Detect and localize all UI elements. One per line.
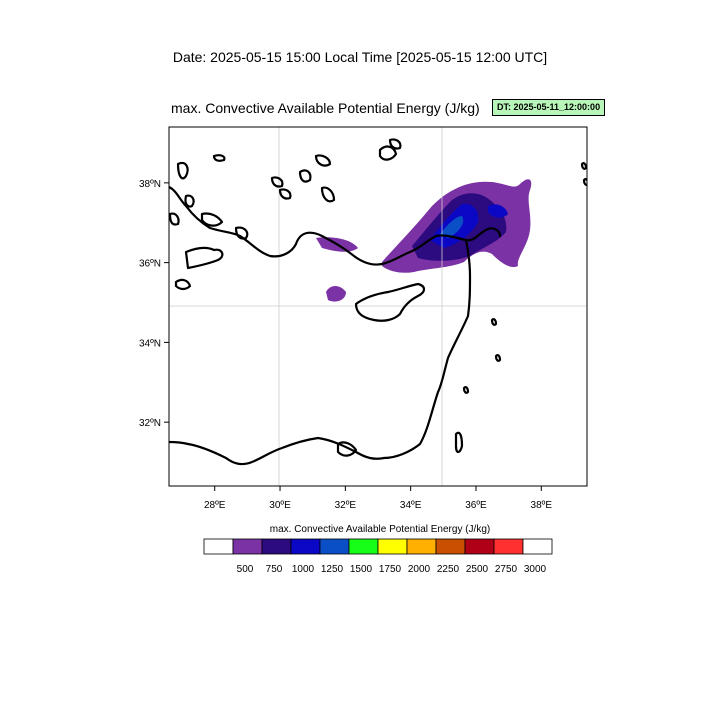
colorbar-swatch	[377, 538, 408, 555]
colorbar-label: 3000	[523, 564, 547, 575]
lon-tick-label: 28ºE	[204, 500, 226, 511]
colorbar-swatch	[435, 538, 466, 555]
colorbar-label: 1500	[349, 564, 373, 575]
colorbar-swatch	[522, 538, 553, 555]
colorbar-swatch	[261, 538, 292, 555]
colorbar-swatch	[464, 538, 495, 555]
colorbar-label: 1750	[378, 564, 402, 575]
coastlines	[169, 138, 587, 466]
cape-shading	[316, 179, 532, 302]
colorbar-swatch	[232, 538, 263, 555]
lat-tick-label: 34ºN	[139, 338, 161, 349]
lat-tick-label: 38ºN	[139, 179, 161, 190]
lon-tick-label: 34ºE	[400, 500, 422, 511]
lon-tick-label: 36ºE	[465, 500, 487, 511]
colorbar-label: 2250	[436, 564, 460, 575]
colorbar-swatch	[348, 538, 379, 555]
colorbar-label: 1000	[291, 564, 315, 575]
colorbar-swatch	[406, 538, 437, 555]
colorbar-label: 2000	[407, 564, 431, 575]
latitude-axis: 32ºN 34ºN 36ºN 38ºN	[139, 179, 169, 429]
map-frame	[168, 126, 588, 487]
header-date-line: Date: 2025-05-15 15:00 Local Time [2025-…	[172, 49, 548, 65]
colorbar-swatch	[319, 538, 350, 555]
lon-tick-label: 32ºE	[335, 500, 357, 511]
colorbar-label: 1250	[320, 564, 344, 575]
colorbar-swatch	[493, 538, 524, 555]
lat-tick-label: 32ºN	[139, 418, 161, 429]
colorbar-swatch	[203, 538, 234, 555]
colorbar	[203, 538, 553, 555]
dt-badge: DT: 2025-05-11_12:00:00	[492, 99, 606, 116]
colorbar-label: 750	[265, 564, 283, 575]
longitude-axis: 28ºE 30ºE 32ºE 34ºE 36ºE 38ºE	[204, 486, 552, 511]
colorbar-label: 2750	[494, 564, 518, 575]
map-title: max. Convective Available Potential Ener…	[171, 100, 480, 116]
colorbar-label: 500	[236, 564, 254, 575]
lat-tick-label: 36ºN	[139, 259, 161, 270]
colorbar-label: 2500	[465, 564, 489, 575]
lon-tick-label: 38ºE	[531, 500, 553, 511]
map-plot-area	[169, 127, 587, 486]
colorbar-title: max. Convective Available Potential Ener…	[269, 524, 491, 535]
colorbar-swatch	[290, 538, 321, 555]
lon-tick-label: 30ºE	[269, 500, 291, 511]
